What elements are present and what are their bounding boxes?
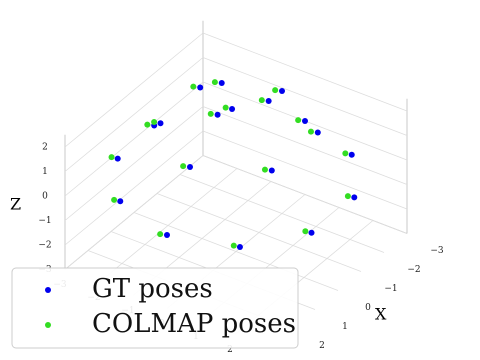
legend-label: COLMAP poses <box>92 309 296 339</box>
pose-point <box>265 97 272 104</box>
pose-point <box>222 104 229 111</box>
pose-point <box>236 244 243 251</box>
pose-point <box>261 166 268 173</box>
pose-point <box>258 97 265 104</box>
pose-point <box>117 198 124 205</box>
pose-point <box>214 111 221 118</box>
grid-line <box>202 106 408 185</box>
pose-point <box>144 121 151 128</box>
marks <box>108 79 358 251</box>
grid-line <box>202 32 408 112</box>
x-tick-label: −3 <box>430 246 444 256</box>
z-tick-label: 1 <box>42 167 48 177</box>
pose-point <box>190 83 197 90</box>
grid-line <box>202 57 408 136</box>
x-tick-label: 2 <box>319 341 325 351</box>
pose-point <box>272 87 279 94</box>
grid-line <box>64 32 204 148</box>
pose-point <box>157 231 164 238</box>
z-tick-label: 2 <box>42 143 48 153</box>
pose-point <box>279 88 285 94</box>
pose-point <box>197 84 204 91</box>
z-axis-label: Z <box>10 195 21 214</box>
pose-point <box>187 164 193 170</box>
pose-point <box>114 155 121 162</box>
legend-label: GT poses <box>92 274 213 304</box>
pose-point <box>351 194 358 201</box>
pose-point <box>302 118 308 124</box>
pose-point <box>230 242 237 249</box>
x-tick-label: 1 <box>342 322 348 332</box>
pose-point <box>151 119 158 125</box>
pose-point <box>211 79 218 86</box>
pose-point <box>108 154 115 161</box>
pose-point <box>207 110 214 117</box>
pose-point <box>308 229 315 236</box>
x-tick-label: −1 <box>384 284 397 294</box>
pose-point <box>157 120 164 127</box>
grid-line <box>64 155 204 270</box>
grid-line <box>64 57 204 172</box>
legend-marker <box>45 287 51 293</box>
x-axis-label: X <box>375 305 387 324</box>
grid-line <box>64 130 204 246</box>
grid-line <box>98 168 238 283</box>
z-tick-label: 0 <box>42 192 48 202</box>
pose-point <box>348 151 355 158</box>
pose-point <box>344 193 351 200</box>
pose-point <box>229 105 236 112</box>
legend-marker <box>45 322 51 328</box>
pose-point <box>268 167 275 174</box>
pose-point <box>180 163 187 170</box>
x-tick-label: −2 <box>407 265 420 275</box>
z-tick-label: −2 <box>38 241 51 251</box>
pose-point <box>218 80 225 87</box>
grid-line <box>64 81 204 197</box>
legend-box <box>11 267 299 349</box>
z-tick-label: −1 <box>38 216 51 226</box>
pose-point <box>111 196 118 203</box>
y-tick-label: 2 <box>227 345 233 355</box>
pose-point <box>342 150 349 157</box>
pose-point <box>314 129 321 136</box>
legend: GT poses COLMAP poses <box>11 267 299 349</box>
grid-line <box>202 130 408 210</box>
pose-point <box>295 117 302 124</box>
grid-line <box>64 106 204 221</box>
pose-point <box>302 228 309 235</box>
x-tick-label: 0 <box>365 303 371 313</box>
pose-point <box>164 232 170 238</box>
pose-point <box>307 128 314 135</box>
